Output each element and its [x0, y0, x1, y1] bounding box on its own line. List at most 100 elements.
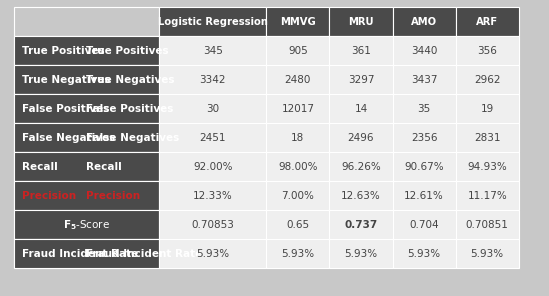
Text: 2451: 2451	[199, 133, 226, 143]
Bar	[14, 65, 159, 94]
Text: MMVG: MMVG	[280, 17, 316, 27]
Text: 0.65: 0.65	[286, 220, 310, 230]
Bar	[159, 94, 266, 123]
Text: True Positives: True Positives	[87, 46, 169, 56]
Bar	[159, 181, 266, 210]
Bar	[14, 36, 159, 65]
Text: 5.93%: 5.93%	[196, 249, 229, 259]
Text: False Negatives: False Negatives	[87, 133, 180, 143]
Bar	[329, 36, 393, 65]
Text: 14: 14	[354, 104, 368, 114]
Bar	[456, 181, 519, 210]
Bar	[159, 7, 266, 36]
Bar	[456, 123, 519, 152]
Bar	[159, 210, 266, 239]
Bar	[14, 152, 159, 181]
Text: MRU: MRU	[348, 17, 374, 27]
Text: Fraud Incident Rate: Fraud Incident Rate	[87, 249, 203, 259]
Text: 0.70853: 0.70853	[191, 220, 234, 230]
Text: Recall: Recall	[87, 162, 122, 172]
Text: 18: 18	[291, 133, 305, 143]
Text: 11.17%: 11.17%	[467, 191, 507, 201]
Bar	[266, 210, 329, 239]
Text: 2356: 2356	[411, 133, 438, 143]
Bar	[393, 7, 456, 36]
Text: 92.00%: 92.00%	[193, 162, 232, 172]
Bar	[329, 123, 393, 152]
Text: 19: 19	[480, 104, 494, 114]
Bar	[329, 210, 393, 239]
Text: 12.33%: 12.33%	[193, 191, 233, 201]
Text: Recall: Recall	[22, 162, 58, 172]
Bar	[393, 123, 456, 152]
Text: 0.704: 0.704	[410, 220, 439, 230]
Text: 12.61%: 12.61%	[404, 191, 444, 201]
Text: $\mathbf{F_5}$-Score: $\mathbf{F_5}$-Score	[63, 218, 110, 232]
Bar	[329, 181, 393, 210]
Bar	[14, 94, 159, 123]
Bar	[14, 65, 159, 94]
Text: True Positives: True Positives	[22, 46, 105, 56]
Bar	[266, 94, 329, 123]
Bar	[266, 152, 329, 181]
Bar	[329, 65, 393, 94]
Bar	[393, 210, 456, 239]
Text: 5.93%: 5.93%	[344, 249, 378, 259]
Bar	[456, 7, 519, 36]
Bar	[456, 152, 519, 181]
Bar	[266, 36, 329, 65]
Bar	[159, 239, 266, 268]
Bar	[393, 181, 456, 210]
Text: 0.70851: 0.70851	[466, 220, 509, 230]
Text: Precision: Precision	[87, 191, 141, 201]
Bar	[14, 152, 159, 181]
Bar	[14, 7, 159, 36]
Bar	[159, 65, 266, 94]
Bar	[14, 239, 159, 268]
Text: 30: 30	[206, 104, 219, 114]
Bar	[159, 123, 266, 152]
Text: False Positives: False Positives	[87, 104, 174, 114]
Text: 905: 905	[288, 46, 307, 56]
Text: Logistic Regression: Logistic Regression	[158, 17, 268, 27]
Text: 3297: 3297	[348, 75, 374, 85]
Text: Precision: Precision	[22, 191, 76, 201]
Bar	[14, 123, 159, 152]
Bar	[14, 36, 159, 65]
Bar	[159, 36, 266, 65]
Bar	[393, 94, 456, 123]
Text: 3440: 3440	[411, 46, 438, 56]
Bar	[393, 239, 456, 268]
Bar	[14, 94, 159, 123]
Bar	[329, 239, 393, 268]
Text: 2831: 2831	[474, 133, 501, 143]
Bar	[266, 65, 329, 94]
Text: 96.26%: 96.26%	[341, 162, 381, 172]
Text: True Negatives: True Negatives	[87, 75, 175, 85]
Text: 35: 35	[417, 104, 431, 114]
Text: 12.63%: 12.63%	[341, 191, 381, 201]
Text: False Negatives: False Negatives	[22, 133, 115, 143]
Text: 3437: 3437	[411, 75, 438, 85]
Bar	[266, 239, 329, 268]
Text: 0.737: 0.737	[344, 220, 378, 230]
Text: 94.93%: 94.93%	[467, 162, 507, 172]
Bar	[393, 65, 456, 94]
Bar	[266, 7, 329, 36]
Text: 2962: 2962	[474, 75, 501, 85]
Bar	[393, 36, 456, 65]
Bar	[14, 181, 159, 210]
Text: 5.93%: 5.93%	[281, 249, 315, 259]
Bar	[14, 239, 159, 268]
Bar	[456, 65, 519, 94]
Text: 5.93%: 5.93%	[470, 249, 504, 259]
Text: 12017: 12017	[281, 104, 315, 114]
Text: 356: 356	[477, 46, 497, 56]
Bar	[393, 152, 456, 181]
Text: True Negatives: True Negatives	[22, 75, 110, 85]
Bar	[456, 210, 519, 239]
Text: 2496: 2496	[348, 133, 374, 143]
Bar	[456, 239, 519, 268]
Bar	[329, 7, 393, 36]
Bar	[329, 152, 393, 181]
